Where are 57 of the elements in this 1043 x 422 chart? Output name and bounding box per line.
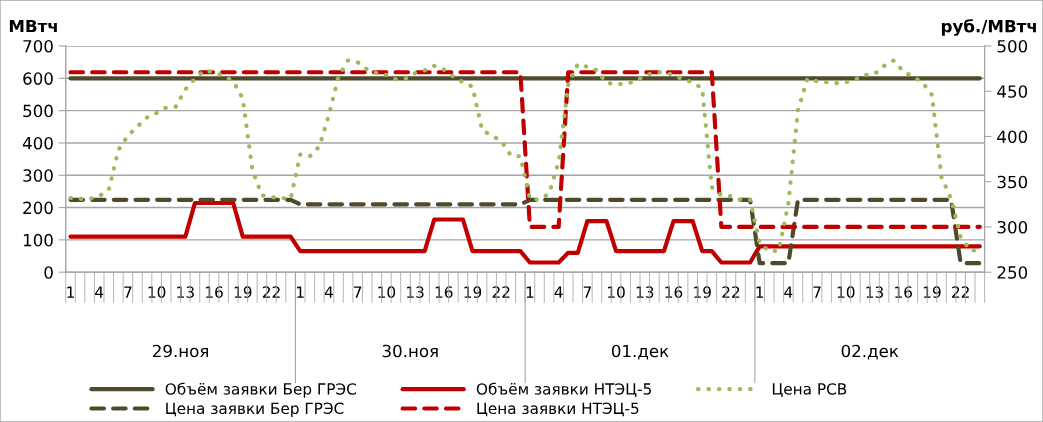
x-tick-label: 4 (95, 286, 104, 298)
x-tick-label: 19 (464, 286, 482, 298)
text: 01.дек (611, 344, 669, 360)
x-tick-label: 16 (206, 286, 223, 298)
text: 30.ноя (382, 344, 438, 358)
x-tick-label: 4 (554, 286, 563, 298)
x-tick-label: 10 (378, 286, 396, 298)
x-tick-label: 19 (923, 286, 941, 298)
x-tick-label: 1 (67, 286, 74, 298)
y-tick-label: 400 (22, 136, 53, 150)
x-tick-label: 13 (866, 286, 884, 298)
x-tick-label: 1 (297, 286, 304, 298)
x-tick-label: 22 (262, 286, 280, 298)
y2-tick-label: 450 (997, 85, 1028, 98)
y2-axis-title: руб./МВтч (941, 19, 1036, 36)
x-tick-label: 7 (583, 286, 591, 298)
y-tick-label: 100 (23, 233, 53, 247)
x-tick-label: 16 (665, 286, 683, 298)
y-tick-label: 0 (44, 266, 53, 279)
y-axis-title: МВтч (9, 19, 57, 33)
x-tick-label: 7 (354, 286, 362, 298)
legend-label: Объём заявки Бер ГРЭС (165, 382, 356, 398)
x-tick-label: 22 (722, 286, 740, 298)
y2-tick-label: 500 (997, 39, 1028, 53)
x-tick-label: 22 (952, 286, 969, 298)
x-tick-label: 13 (177, 286, 194, 298)
text: 29.ноя (152, 344, 208, 358)
x-tick-label: 4 (784, 286, 793, 298)
x-tick-label: 1 (526, 286, 534, 298)
x-tick-label: 13 (636, 286, 654, 298)
legend-label: Объём заявки НТЭЦ-5 (476, 382, 651, 397)
x-tick-label: 4 (324, 286, 333, 298)
x-tick-label: 13 (407, 286, 424, 298)
legend-label: Цена заявки НТЭЦ-5 (477, 402, 639, 417)
y-tick-label: 300 (23, 169, 53, 182)
x-tick-label: 1 (756, 286, 764, 298)
x-tick-label: 10 (608, 286, 625, 298)
x-tick-label: 7 (813, 286, 821, 298)
y2-tick-label: 400 (997, 130, 1028, 144)
y2-tick-label: 250 (997, 266, 1028, 279)
legend-label: Цена РСВ (772, 383, 847, 397)
x-tick-label: 10 (148, 286, 166, 298)
y-tick-label: 500 (23, 104, 53, 118)
y-tick-label: 700 (23, 39, 53, 53)
x-tick-label: 10 (837, 286, 855, 298)
legend-label: Цена заявки Бер ГРЭС (166, 402, 344, 418)
y2-tick-label: 300 (997, 220, 1028, 234)
x-tick-label: 7 (124, 286, 132, 298)
y-tick-label: 600 (23, 72, 53, 85)
y-tick-label: 200 (23, 201, 53, 215)
text: 02.дек (841, 344, 899, 360)
x-tick-label: 16 (435, 286, 453, 298)
y2-tick-label: 350 (997, 175, 1028, 189)
x-tick-label: 16 (895, 286, 912, 298)
x-tick-label: 19 (694, 286, 711, 298)
x-tick-label: 22 (492, 286, 510, 298)
x-tick-label: 19 (234, 286, 252, 298)
